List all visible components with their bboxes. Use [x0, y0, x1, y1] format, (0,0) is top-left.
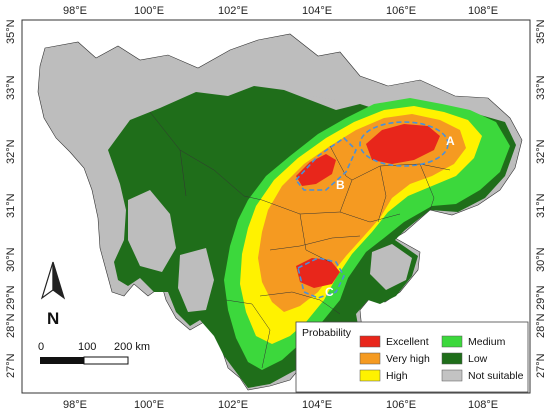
legend-swatch-excellent [359, 335, 381, 348]
left-tick-35: 35°N [5, 19, 17, 44]
zone-excellent-c [296, 258, 340, 288]
top-tick-102: 102°E [218, 5, 248, 17]
right-tick-32: 32°N [535, 139, 547, 164]
right-tick-27: 27°N [535, 353, 547, 378]
left-axis: 35°N 33°N 32°N 31°N 30°N 29°N 28°N 27°N [5, 19, 17, 378]
subregion-a-outline [359, 121, 449, 167]
gray-pocket-north [296, 58, 352, 100]
legend-label-medium: Medium [468, 336, 506, 348]
top-tick-108: 108°E [468, 5, 498, 17]
top-tick-100: 100°E [134, 5, 164, 17]
legend-swatch-not-suitable [441, 369, 463, 382]
legend-swatch-very-high [359, 352, 381, 365]
legend-title: Probability [302, 327, 352, 339]
legend-swatch-low [441, 352, 463, 365]
gray-pocket-east [370, 244, 412, 290]
scale-bar: 0 100 200 km [38, 341, 150, 365]
legend-label-very-high: Very high [386, 353, 430, 365]
legend-box [295, 321, 529, 393]
left-tick-27: 27°N [5, 353, 17, 378]
bottom-tick-102: 102°E [218, 399, 248, 411]
right-tick-29: 29°N [535, 285, 547, 310]
subregion-label-b: B [336, 178, 345, 192]
top-tick-106: 106°E [386, 5, 416, 17]
county-boundaries [149, 111, 451, 369]
right-tick-28: 28°N [535, 313, 547, 338]
legend: Probability Excellent Medium Very high Low H… [295, 321, 529, 393]
north-label: N [47, 309, 59, 328]
left-tick-31: 31°N [5, 193, 17, 218]
scale-label-200: 200 km [114, 341, 150, 353]
top-tick-104: 104°E [302, 5, 332, 17]
legend-swatch-high [359, 369, 381, 382]
top-tick-98: 98°E [63, 5, 87, 17]
left-tick-29: 29°N [5, 285, 17, 310]
north-arrow-right-icon [52, 261, 66, 300]
top-axis: 98°E 100°E 102°E 104°E 106°E 108°E [63, 5, 498, 17]
bottom-axis: 98°E 100°E 102°E 104°E 106°E 108°E [63, 399, 498, 411]
subregion-label-a: A [446, 134, 455, 148]
bottom-tick-106: 106°E [386, 399, 416, 411]
zone-excellent-b [296, 154, 336, 186]
legend-label-excellent: Excellent [386, 336, 429, 348]
bottom-tick-100: 100°E [134, 399, 164, 411]
legend-label-high: High [386, 370, 408, 382]
legend-label-low: Low [468, 353, 488, 365]
north-arrow: N [40, 261, 66, 328]
right-tick-30: 30°N [535, 247, 547, 272]
right-tick-35: 35°N [535, 19, 547, 44]
left-tick-33: 33°N [5, 75, 17, 100]
bottom-tick-98: 98°E [63, 399, 87, 411]
gray-pocket-south [178, 248, 214, 312]
right-axis: 35°N 33°N 32°N 31°N 30°N 29°N 28°N 27°N [535, 19, 547, 378]
subregion-c-outline [297, 257, 345, 299]
scale-segment-1 [40, 357, 84, 364]
right-tick-31: 31°N [535, 193, 547, 218]
map-body: A B C N 0 100 200 km Probability Excelle… [37, 33, 529, 393]
zone-excellent-a [366, 124, 440, 164]
left-tick-28: 28°N [5, 313, 17, 338]
legend-swatch-medium [441, 335, 463, 348]
bottom-tick-104: 104°E [302, 399, 332, 411]
gray-pocket-west [128, 190, 176, 272]
right-tick-33: 33°N [535, 75, 547, 100]
left-tick-32: 32°N [5, 139, 17, 164]
scale-segment-2 [83, 356, 129, 365]
subregion-label-c: C [325, 285, 334, 299]
subregion-outlines [294, 121, 449, 299]
legend-label-not-suitable: Not suitable [468, 370, 524, 382]
left-tick-30: 30°N [5, 247, 17, 272]
scale-label-100: 100 [78, 341, 96, 353]
bottom-tick-108: 108°E [468, 399, 498, 411]
scale-label-0: 0 [38, 341, 44, 353]
